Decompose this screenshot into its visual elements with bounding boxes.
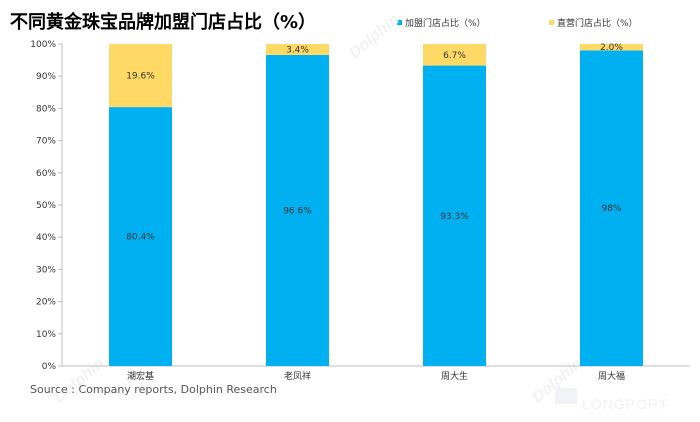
y-tick-label: 10% xyxy=(36,330,56,340)
bar-segment-franchise xyxy=(109,107,172,366)
bar-segment-franchise xyxy=(266,54,329,367)
y-tick-label: 30% xyxy=(36,265,56,275)
data-label: 98% xyxy=(601,204,621,214)
y-tick-label: 80% xyxy=(36,104,56,114)
bar-segment-franchise xyxy=(423,65,486,366)
data-label: 93.3% xyxy=(440,212,469,222)
legend-item-franchise: 加盟门店占比（%） xyxy=(397,16,486,29)
legend-swatch-franchise xyxy=(397,20,402,25)
x-tick-label: 周大福 xyxy=(598,370,625,382)
data-label: 3.4% xyxy=(286,45,309,55)
legend-swatch-direct xyxy=(549,20,554,25)
y-tick-label: 70% xyxy=(36,137,56,147)
watermark-brand: LONGPORT xyxy=(582,396,669,412)
data-label: 96.6% xyxy=(283,206,312,216)
y-tick-label: 90% xyxy=(36,72,56,82)
y-tick-label: 50% xyxy=(36,201,56,211)
bar-segment-direct xyxy=(266,44,329,55)
bar-segment-direct xyxy=(580,44,643,51)
y-tick-label: 100% xyxy=(30,40,56,50)
data-label: 6.7% xyxy=(443,51,466,61)
data-label: 80.4% xyxy=(126,233,155,243)
y-tick-label: 60% xyxy=(36,169,56,179)
bar-segment-direct xyxy=(109,44,172,108)
x-tick-label: 潮宏基 xyxy=(127,370,154,382)
data-label: 2.0% xyxy=(600,43,623,53)
x-tick-label: 周大生 xyxy=(441,370,468,382)
legend-label-direct: 直营门店占比（%） xyxy=(557,19,638,29)
bar-segment-direct xyxy=(423,44,486,66)
source-note: Source : Company reports, Dolphin Resear… xyxy=(30,383,277,396)
legend-label-franchise: 加盟门店占比（%） xyxy=(405,19,486,29)
y-tick-label: 40% xyxy=(36,233,56,243)
chart-title: 不同黄金珠宝品牌加盟门店占比（%） xyxy=(10,12,317,33)
y-tick-label: 0% xyxy=(42,362,57,372)
x-tick-label: 老凤祥 xyxy=(284,370,311,382)
legend-item-direct: 直营门店占比（%） xyxy=(549,16,638,29)
bar-segment-franchise xyxy=(580,50,643,366)
watermark-logo xyxy=(555,388,577,404)
y-tick-label: 20% xyxy=(36,298,56,308)
data-label: 19.6% xyxy=(126,72,155,82)
